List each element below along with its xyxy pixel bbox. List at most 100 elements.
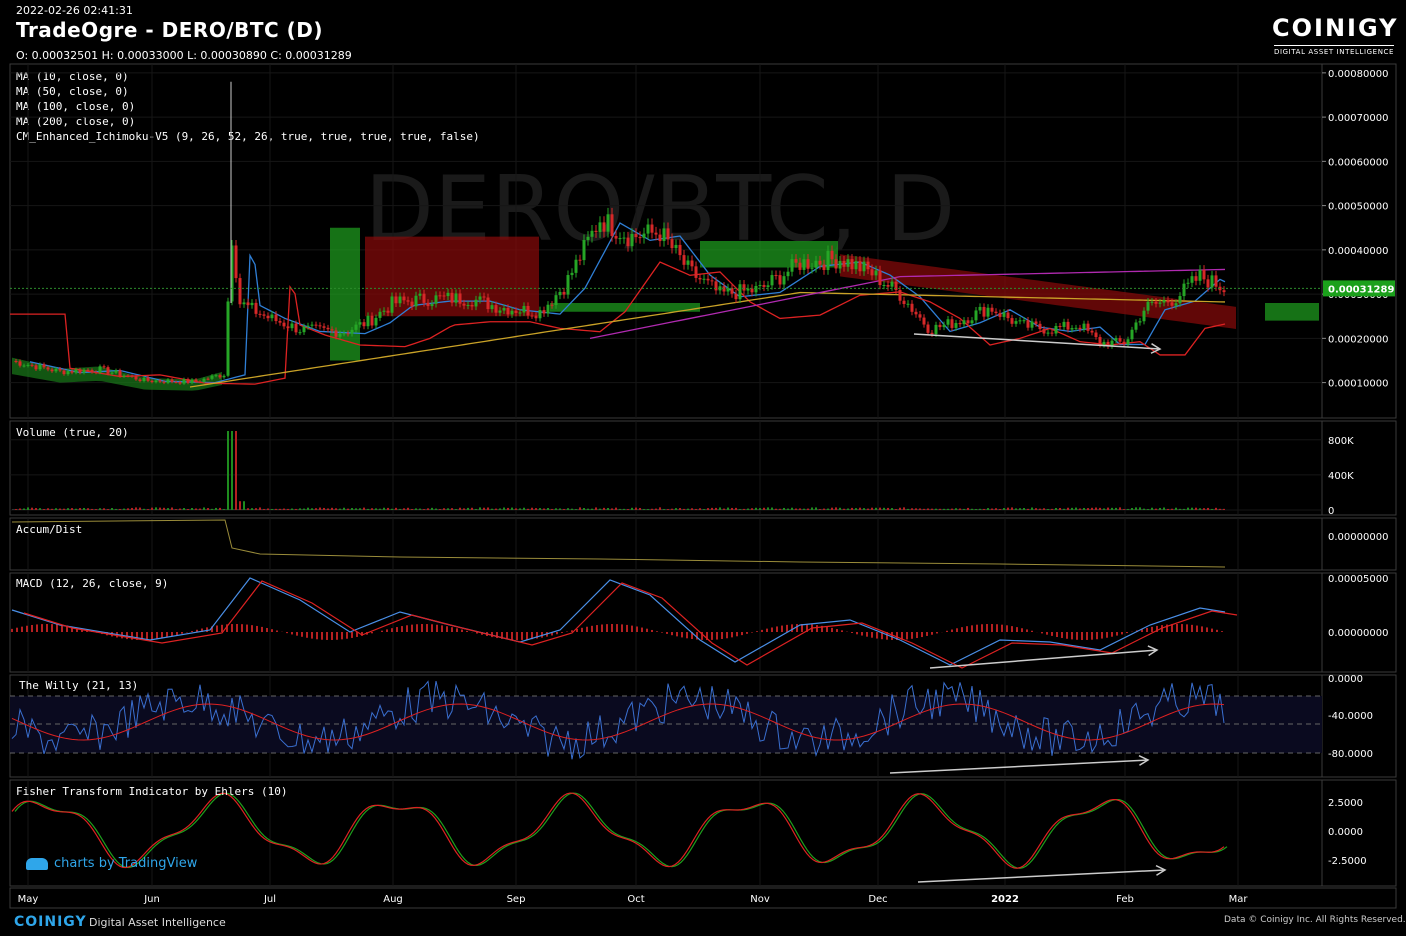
volume-bar	[851, 507, 853, 510]
candle	[258, 313, 262, 315]
macd-histogram-bar	[771, 627, 773, 632]
candle	[254, 302, 258, 314]
macd-histogram-bar	[626, 624, 628, 632]
macd-histogram-bar	[601, 624, 603, 632]
candle	[266, 315, 270, 319]
candle	[498, 310, 502, 313]
candle	[1210, 275, 1214, 288]
volume-bar	[727, 507, 729, 510]
volume-bar	[871, 507, 873, 510]
candle	[18, 361, 22, 366]
volume-bar	[987, 508, 989, 510]
volume-bar	[123, 508, 125, 510]
candle	[1158, 302, 1162, 304]
volume-bar	[35, 508, 37, 510]
macd-histogram-bar	[726, 632, 728, 639]
volume-bar	[75, 508, 77, 510]
volume-bar	[1103, 508, 1105, 510]
candle	[1186, 282, 1190, 284]
candle	[1178, 296, 1182, 304]
candle	[974, 310, 978, 321]
macd-histogram-bar	[1021, 628, 1023, 632]
candle	[810, 267, 814, 269]
macd-histogram-bar	[336, 632, 338, 640]
macd-histogram-bar	[736, 632, 738, 637]
macd-histogram-bar	[1126, 632, 1128, 634]
candle	[682, 255, 686, 265]
volume-bar	[179, 508, 181, 510]
macd-histogram-bar	[1176, 624, 1178, 632]
willy-line	[11, 680, 1225, 760]
volume-bar	[139, 507, 141, 510]
candle	[106, 367, 110, 374]
macd-histogram-bar	[926, 632, 928, 636]
macd-histogram-bar	[31, 624, 33, 632]
candle	[722, 286, 726, 292]
candle	[374, 317, 378, 326]
candle	[478, 296, 482, 300]
candle	[594, 230, 598, 233]
macd-histogram-bar	[201, 628, 203, 632]
volume-bar	[959, 508, 961, 510]
volume-bar	[547, 508, 549, 510]
volume-bar	[951, 508, 953, 510]
macd-histogram-bar	[211, 626, 213, 632]
candle	[534, 315, 538, 319]
candle	[842, 260, 846, 267]
candle	[206, 378, 210, 380]
volume-bar	[427, 508, 429, 510]
macd-histogram-bar	[1181, 624, 1183, 632]
candle	[530, 315, 534, 317]
volume-bar	[971, 508, 973, 510]
macd-histogram-bar	[761, 629, 763, 632]
macd-histogram-bar	[306, 632, 308, 638]
volume-bar	[211, 508, 213, 510]
volume-bar	[895, 509, 897, 510]
candle	[494, 305, 498, 313]
volume-bar	[875, 507, 877, 510]
volume-bar	[239, 501, 241, 510]
candle	[1218, 286, 1222, 291]
macd-histogram-bar	[446, 626, 448, 632]
volume-bar	[131, 507, 133, 510]
macd-histogram-bar	[571, 630, 573, 632]
tradingview-link[interactable]: charts by TradingView	[26, 856, 197, 871]
macd-histogram-bar	[741, 632, 743, 636]
candle	[1094, 332, 1098, 338]
candle	[618, 238, 622, 240]
macd-histogram-bar	[411, 624, 413, 632]
candle	[1146, 301, 1150, 311]
macd-histogram-bar	[786, 624, 788, 632]
candle	[642, 233, 646, 238]
volume-bar	[1151, 507, 1153, 510]
volume-bar	[27, 507, 29, 510]
macd-histogram-bar	[996, 624, 998, 632]
volume-bar	[423, 509, 425, 510]
candle	[386, 310, 390, 313]
macd-histogram-bar	[956, 628, 958, 632]
volume-bar	[311, 508, 313, 510]
volume-bar	[799, 508, 801, 510]
volume-bar	[1091, 507, 1093, 510]
candle	[686, 260, 690, 265]
timestamp: 2022-02-26 02:41:31	[16, 4, 133, 17]
volume-bar	[407, 507, 409, 510]
volume-bar	[1127, 508, 1129, 510]
volume-bar	[1123, 509, 1125, 510]
candle	[1166, 300, 1170, 303]
macd-histogram-bar	[146, 632, 148, 640]
volume-bar	[779, 508, 781, 510]
volume-bar	[1139, 507, 1141, 510]
volume-bar	[711, 507, 713, 510]
volume-bar	[523, 507, 525, 510]
candle	[970, 320, 974, 324]
volume-bar	[567, 508, 569, 510]
candle	[754, 286, 758, 293]
candle	[706, 278, 710, 281]
macd-histogram-bar	[141, 632, 143, 640]
macd-histogram-bar	[661, 632, 663, 633]
volume-ma-band	[12, 508, 1225, 510]
macd-histogram-bar	[561, 632, 563, 633]
volume-bar	[135, 507, 137, 510]
